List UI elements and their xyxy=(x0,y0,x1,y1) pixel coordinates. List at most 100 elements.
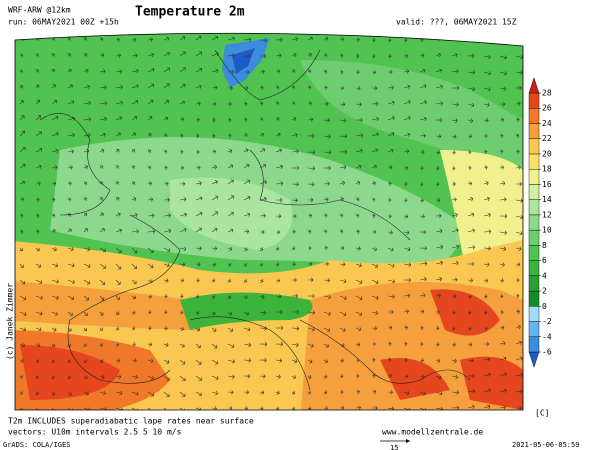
wind-arrow xyxy=(355,295,363,301)
wind-arrow xyxy=(179,83,186,89)
colorbar-label: 28 xyxy=(542,89,552,98)
wind-arrow xyxy=(227,262,232,267)
wind-arrow xyxy=(419,309,425,314)
wind-arrow xyxy=(195,51,203,57)
wind-arrow xyxy=(275,148,282,153)
colorbar-swatch xyxy=(528,336,540,353)
wind-arrow xyxy=(355,180,361,185)
wind-arrow xyxy=(307,36,313,41)
wind-arrow xyxy=(115,69,123,74)
wind-arrow xyxy=(515,356,523,361)
wind-arrow xyxy=(499,149,504,154)
wind-arrow xyxy=(323,294,331,300)
wind-arrow xyxy=(339,229,344,234)
wind-arrow xyxy=(339,389,344,395)
wind-arrow xyxy=(131,53,138,58)
wind-arrow xyxy=(467,196,474,202)
wind-arrow xyxy=(467,86,476,92)
wind-arrow xyxy=(339,102,346,107)
wind-arrow xyxy=(163,149,168,154)
wind-arrow xyxy=(51,343,56,347)
wind-arrow xyxy=(451,310,456,315)
wind-arrow xyxy=(499,117,504,123)
wind-arrow xyxy=(387,148,394,153)
wind-arrow xyxy=(147,310,152,315)
wind-arrow xyxy=(227,133,232,138)
wind-arrow xyxy=(435,244,444,250)
wind-arrow xyxy=(371,54,376,59)
wind-arrow xyxy=(147,83,155,89)
wind-arrow xyxy=(67,165,73,170)
wind-arrow xyxy=(195,327,200,332)
wind-arrow xyxy=(403,293,411,298)
wind-arrow xyxy=(67,53,71,57)
wind-arrow xyxy=(355,405,361,410)
wind-arrow xyxy=(339,69,344,75)
wind-arrow xyxy=(467,118,474,123)
wind-arrow xyxy=(147,375,155,380)
wind-arrow xyxy=(211,211,218,217)
wind-arrow xyxy=(99,327,103,331)
wind-arrow xyxy=(259,196,267,202)
wind-arrow xyxy=(243,327,251,332)
wind-arrow xyxy=(67,295,75,301)
wind-arrow xyxy=(451,342,456,347)
wind-arrow xyxy=(35,181,41,186)
map-frame xyxy=(14,32,524,411)
wind-arrow xyxy=(323,101,329,107)
wind-arrow xyxy=(483,102,490,108)
wind-arrow xyxy=(499,278,504,283)
wind-arrow xyxy=(355,389,360,394)
wind-arrow xyxy=(451,212,458,218)
wind-arrow xyxy=(179,133,184,138)
wind-arrow xyxy=(99,37,104,42)
wind-arrow xyxy=(163,133,168,138)
wind-arrow xyxy=(499,55,507,60)
wind-arrow xyxy=(451,390,460,395)
wind-arrow xyxy=(51,375,55,379)
wind-arrow xyxy=(179,278,184,283)
wind-arrow xyxy=(515,198,523,203)
wind-arrow xyxy=(307,245,312,251)
wind-arrow xyxy=(259,213,266,218)
wind-arrow xyxy=(67,84,73,89)
wind-arrow xyxy=(259,132,264,137)
wind-arrow xyxy=(211,133,216,139)
wind-arrow xyxy=(275,341,284,347)
temp-zone xyxy=(460,356,523,410)
wind-arrow xyxy=(387,132,395,137)
wind-arrow xyxy=(291,359,298,364)
wind-arrow xyxy=(115,84,123,90)
wind-arrow xyxy=(179,310,184,315)
wind-arrow xyxy=(259,148,266,153)
wind-arrow xyxy=(115,197,120,201)
wind-arrow xyxy=(131,212,138,218)
wind-arrow xyxy=(35,247,40,252)
wind-arrow xyxy=(131,391,139,396)
wind-arrow xyxy=(19,229,24,234)
wind-arrow xyxy=(195,294,200,299)
wind-arrow xyxy=(35,391,39,395)
wind-arrow xyxy=(339,197,344,202)
wind-arrow xyxy=(147,181,152,186)
wind-arrow xyxy=(67,228,72,233)
wind-arrow xyxy=(451,150,456,155)
colorbar-swatch xyxy=(528,214,540,231)
wind-arrow xyxy=(387,165,393,170)
wind-arrow xyxy=(147,165,152,170)
wind-arrow xyxy=(147,326,152,331)
wind-arrow xyxy=(307,166,316,171)
credit: (c) Janek Zimmer xyxy=(6,283,15,360)
wind-arrow xyxy=(51,247,57,252)
wind-arrow xyxy=(115,279,121,285)
wind-arrow xyxy=(259,374,266,379)
wind-arrow xyxy=(163,278,169,283)
wind-arrow xyxy=(51,69,55,73)
colorbar-swatch xyxy=(528,275,540,292)
wind-arrow xyxy=(307,101,312,106)
valid-label: valid: ???, 06MAY2021 15Z xyxy=(396,18,517,27)
wind-arrow xyxy=(99,69,106,74)
wind-arrow xyxy=(403,149,410,154)
wind-arrow xyxy=(19,53,24,58)
wind-arrow xyxy=(451,52,458,58)
